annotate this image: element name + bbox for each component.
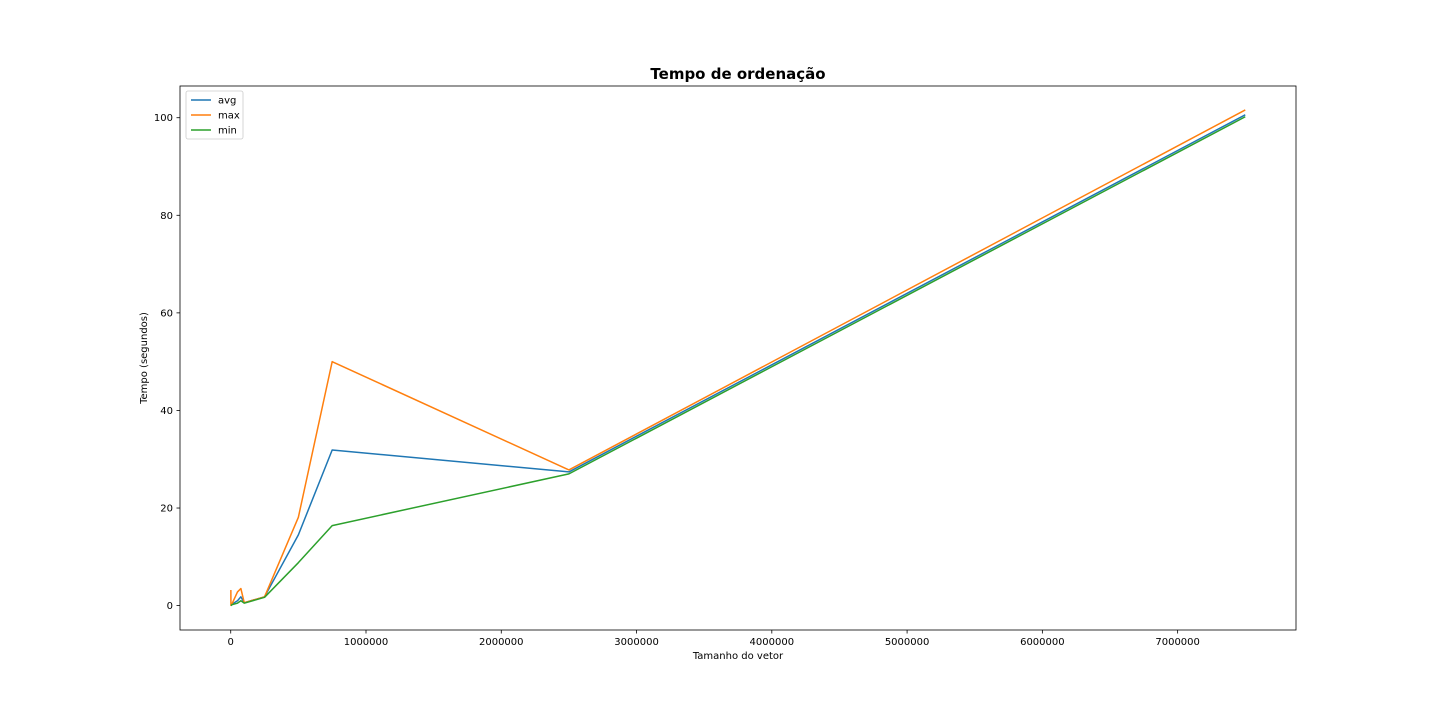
x-tick-label: 0: [228, 637, 234, 648]
y-tick-label: 0: [167, 601, 173, 612]
legend-label-max: max: [218, 111, 240, 122]
legend-label-min: min: [218, 126, 237, 137]
y-tick-label: 40: [160, 406, 173, 417]
y-tick-label: 60: [160, 308, 173, 319]
x-tick-label: 2000000: [479, 637, 524, 648]
series-line-avg: [230, 114, 1246, 606]
legend-box: [185, 90, 244, 140]
x-tick-label: 6000000: [1020, 637, 1065, 648]
x-tick-label: 5000000: [885, 637, 930, 648]
x-tick-label: 7000000: [1155, 637, 1200, 648]
x-tick-label: 3000000: [614, 637, 659, 648]
chart-title: Tempo de ordenação: [650, 65, 825, 83]
y-tick-label: 20: [160, 504, 173, 515]
plot-frame: [179, 85, 1297, 631]
y-tick-label: 80: [160, 211, 173, 222]
y-axis-label: Tempo (segundos): [139, 312, 150, 405]
x-axis-label: Tamanho do vetor: [692, 651, 784, 662]
y-tick-label: 100: [154, 113, 173, 124]
x-tick-label: 4000000: [750, 637, 795, 648]
x-tick-label: 1000000: [344, 637, 389, 648]
series-line-min: [230, 116, 1246, 607]
legend-label-avg: avg: [218, 96, 236, 107]
series-line-max: [230, 109, 1246, 607]
